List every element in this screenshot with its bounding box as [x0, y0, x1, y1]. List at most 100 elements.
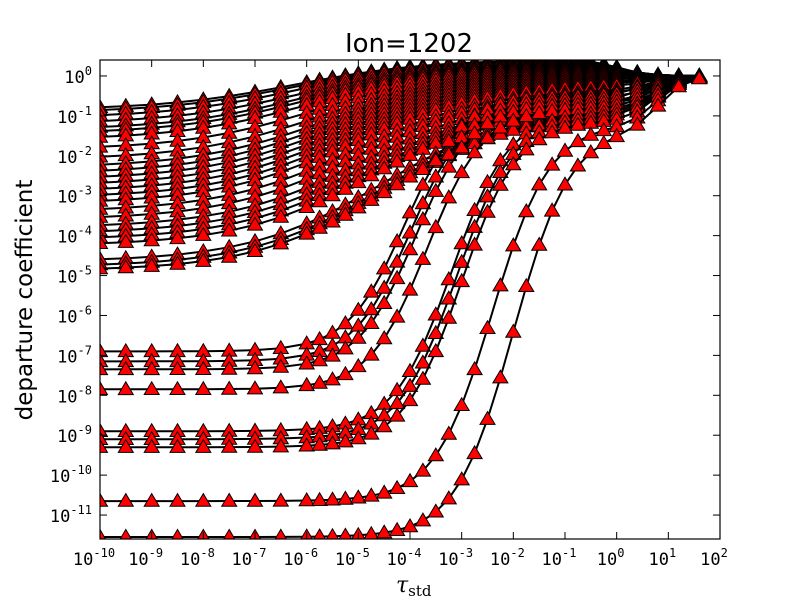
data-point-marker — [479, 129, 496, 144]
data-point-marker — [337, 433, 354, 448]
data-point-marker — [169, 229, 186, 245]
data-point-marker — [298, 492, 316, 507]
data-point-marker — [569, 132, 587, 148]
data-point-marker — [492, 119, 509, 134]
x-tick-base: 10 — [283, 550, 303, 570]
y-tick-base: 10 — [57, 427, 77, 447]
data-point-marker — [517, 277, 535, 292]
x-tick-exponent: -7 — [252, 546, 266, 560]
data-point-marker — [517, 141, 535, 156]
x-tick-exponent: -6 — [304, 546, 318, 560]
data-point-marker — [375, 330, 393, 345]
x-tick-label: 10-9 — [128, 546, 163, 570]
x-tick-label: 10-10 — [73, 546, 115, 570]
data-point-marker — [427, 152, 445, 167]
data-point-marker — [324, 491, 341, 506]
data-point-marker — [556, 119, 574, 134]
data-point-marker — [466, 360, 483, 376]
x-tick-label: 10-2 — [490, 546, 525, 570]
x-tick-exponent: -1 — [562, 546, 576, 560]
data-point-marker — [401, 204, 419, 219]
data-point-marker — [466, 218, 483, 233]
data-point-marker — [143, 492, 161, 507]
y-tick-exponent: -10 — [70, 463, 92, 477]
x-axis: 10-10 10-9 10-8 10-7 10-6 10-5 10-4 10-3 10-2 10-… — [73, 60, 728, 570]
data-point-marker — [100, 438, 109, 453]
data-point-marker — [440, 189, 458, 204]
data-point-marker — [628, 116, 646, 131]
data-point-marker — [388, 521, 406, 536]
y-tick-label: 10-7 — [57, 343, 92, 367]
data-point-marker — [311, 491, 328, 506]
data-point-marker — [169, 360, 186, 375]
series-level-34 — [100, 70, 708, 539]
data-point-marker — [100, 342, 109, 358]
x-tick-exponent: -2 — [510, 546, 524, 560]
y-tick-exponent: -3 — [78, 184, 92, 198]
data-point-marker — [324, 347, 341, 362]
data-point-marker — [274, 528, 288, 539]
data-point-marker — [466, 236, 483, 251]
x-tick-label: 10-5 — [335, 546, 370, 570]
data-point-marker — [143, 232, 161, 247]
data-point-marker — [414, 194, 432, 210]
data-point-marker — [169, 492, 186, 507]
chart-title: Ion=1202 — [345, 29, 473, 59]
series-layer — [100, 60, 708, 539]
data-point-marker — [375, 183, 393, 199]
data-point-marker — [220, 380, 238, 395]
data-point-marker — [246, 216, 264, 231]
data-point-marker — [582, 126, 600, 141]
data-point-marker — [608, 127, 626, 143]
data-point-marker — [492, 369, 509, 384]
data-point-marker — [440, 309, 458, 324]
data-point-marker — [375, 524, 393, 539]
y-tick-exponent: -11 — [70, 503, 92, 517]
y-tick-label: 10-1 — [57, 104, 92, 128]
y-tick-exponent: -2 — [78, 144, 92, 158]
data-point-marker — [100, 200, 109, 215]
x-tick-base: 10 — [597, 550, 617, 570]
data-point-marker — [362, 346, 380, 361]
data-point-marker — [311, 374, 328, 389]
data-point-marker — [530, 236, 548, 251]
data-point-marker — [117, 233, 135, 248]
data-point-marker — [220, 248, 238, 263]
data-point-marker — [338, 527, 353, 539]
data-point-marker — [466, 201, 483, 216]
data-point-marker — [401, 391, 419, 407]
data-point-marker — [272, 358, 290, 373]
x-tick-base: 10 — [387, 550, 407, 570]
data-point-marker — [362, 191, 380, 206]
x-tick-base: 10 — [438, 550, 458, 570]
series-level-32 — [100, 68, 708, 453]
data-point-marker — [194, 492, 212, 507]
data-point-marker — [388, 407, 406, 422]
x-tick-base: 10 — [73, 550, 93, 570]
data-point-marker — [504, 112, 522, 127]
x-tick-base: 10 — [648, 550, 668, 570]
data-point-marker — [324, 371, 341, 386]
data-point-marker — [349, 329, 367, 344]
data-point-marker — [311, 436, 328, 451]
y-tick-base: 10 — [57, 148, 77, 168]
data-point-marker — [504, 156, 522, 171]
data-point-marker — [349, 357, 367, 373]
x-axis-label-symbol: τ — [396, 573, 409, 598]
data-point-marker — [427, 324, 445, 339]
data-point-marker — [466, 444, 483, 460]
data-point-marker — [298, 198, 316, 213]
y-axis-label: departure coefficient — [12, 180, 38, 421]
y-tick-base: 10 — [57, 347, 77, 367]
data-point-marker — [298, 376, 316, 392]
y-tick-exponent: -1 — [78, 104, 92, 118]
data-point-marker — [272, 379, 290, 394]
data-point-marker — [670, 78, 688, 93]
data-point-marker — [246, 380, 264, 395]
data-point-marker — [427, 447, 445, 462]
data-point-marker — [311, 219, 328, 234]
x-tick-label: 10-8 — [180, 546, 215, 570]
y-tick-base: 10 — [57, 108, 77, 128]
data-point-marker — [100, 234, 109, 249]
data-point-marker — [362, 487, 380, 502]
